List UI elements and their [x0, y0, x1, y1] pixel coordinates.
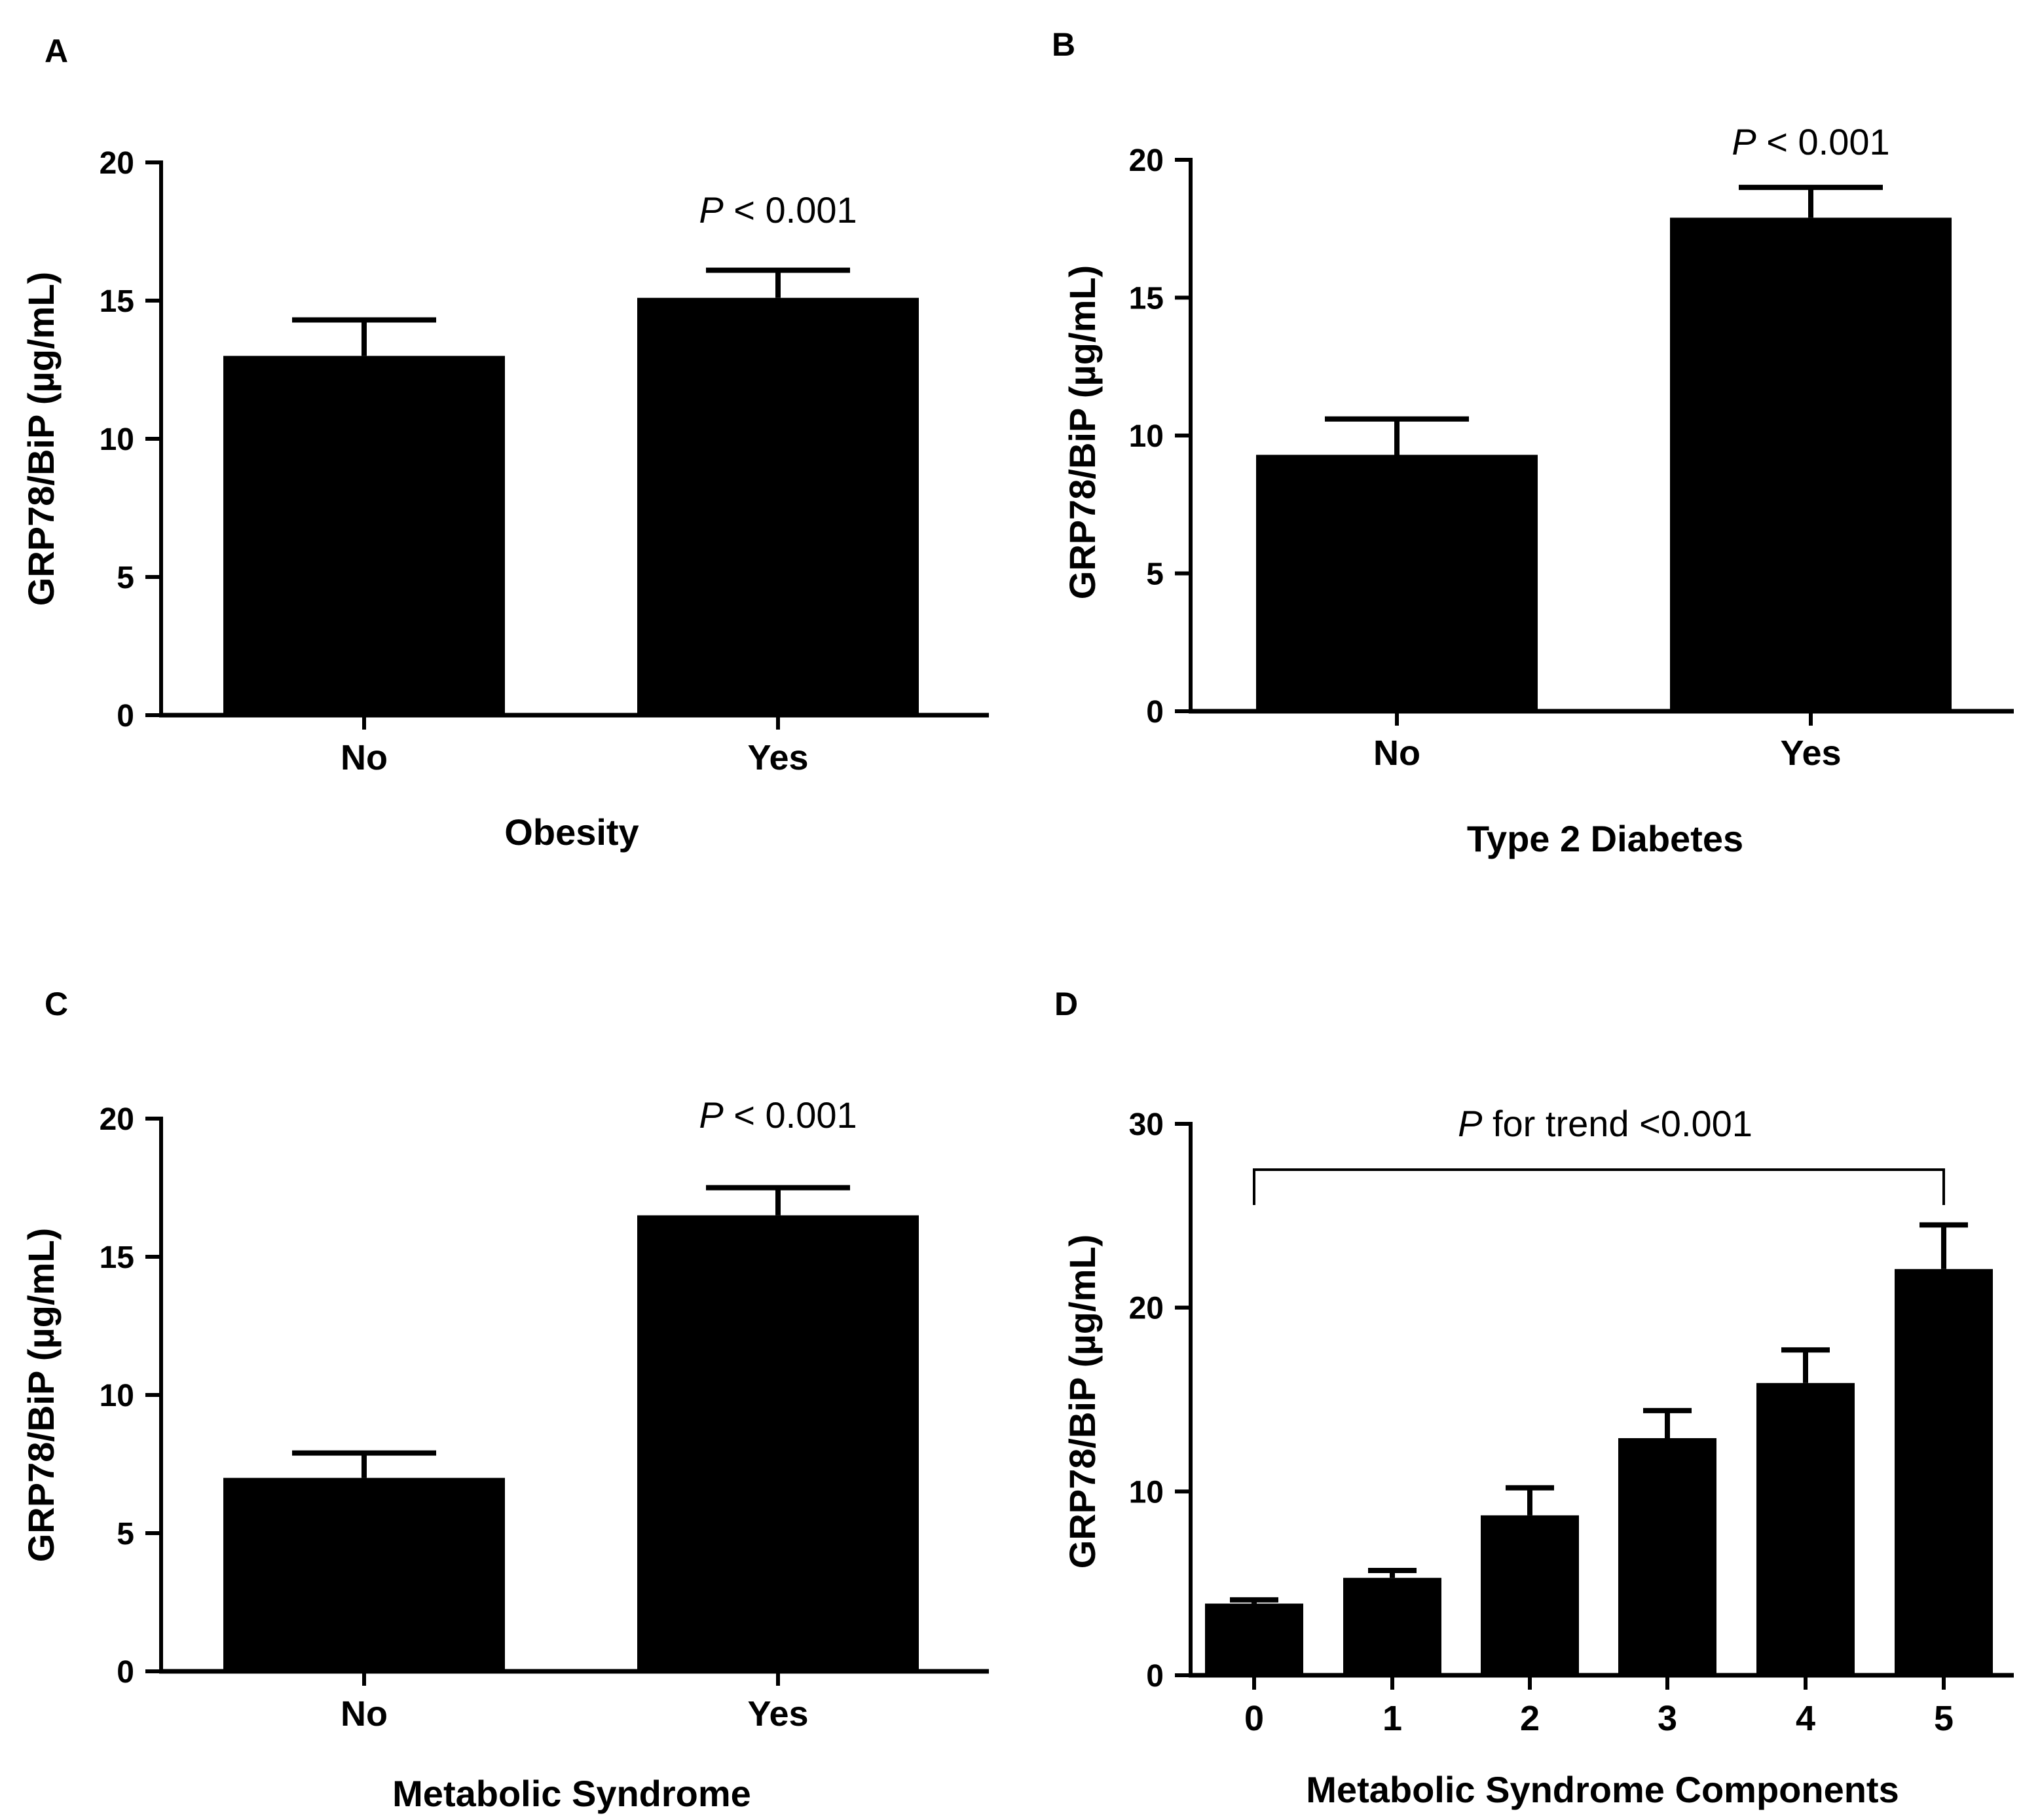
y-tick-label: 10: [1129, 1475, 1164, 1510]
x-tick-label: Yes: [747, 738, 808, 777]
p-value-text: < 0.001: [724, 1094, 857, 1136]
p-value-text: < 0.001: [1756, 121, 1890, 162]
bar: [1205, 1603, 1303, 1675]
p-value-annotation: P for trend <0.001: [1458, 1103, 1753, 1144]
y-tick-label: 15: [100, 1240, 134, 1275]
x-tick-label: No: [341, 738, 388, 777]
x-axis-title: Metabolic Syndrome Components: [1306, 1769, 1899, 1810]
p-value-annotation: P < 0.001: [1732, 121, 1889, 162]
y-tick-label: 30: [1129, 1107, 1164, 1142]
x-tick-label: 5: [1934, 1699, 1954, 1738]
bar: [1756, 1383, 1855, 1675]
bar: [637, 297, 919, 715]
p-value-text: for trend <0.001: [1482, 1103, 1753, 1144]
y-tick-label: 10: [1129, 419, 1164, 454]
y-tick-label: 20: [100, 146, 134, 181]
p-value-text: < 0.001: [724, 189, 857, 231]
y-axis-title: GRP78/BiP (µg/mL): [1062, 265, 1103, 599]
y-tick-label: 0: [1146, 695, 1164, 730]
y-tick-label: 5: [117, 561, 134, 595]
x-tick-label: Yes: [1780, 734, 1841, 773]
p-italic: P: [699, 1094, 723, 1136]
y-axis-title: GRP78/BiP (µg/mL): [20, 272, 62, 606]
y-tick-label: 5: [117, 1517, 134, 1551]
panel-b: B 0 5 10 15 20 No Yes Type 2 Diabetes GRP78/BiP (…: [1052, 26, 2014, 859]
panel-letter: A: [45, 33, 68, 69]
y-axis-title: GRP78/BiP (µg/mL): [20, 1228, 62, 1562]
y-tick-label: 0: [117, 1655, 134, 1690]
x-axis-title: Type 2 Diabetes: [1467, 818, 1743, 859]
bar: [1343, 1578, 1441, 1675]
x-tick-label: 0: [1244, 1699, 1264, 1738]
panel-letter: D: [1054, 986, 1078, 1022]
p-italic: P: [1732, 121, 1756, 162]
bar: [637, 1215, 919, 1671]
y-axis-title: GRP78/BiP (µg/mL): [1062, 1235, 1103, 1569]
x-axis-title: Obesity: [504, 811, 639, 853]
bar: [1481, 1515, 1579, 1675]
y-tick-label: 20: [1129, 143, 1164, 178]
bar: [223, 356, 505, 715]
bar: [1618, 1438, 1716, 1675]
panel-letter: C: [45, 986, 68, 1022]
bar: [223, 1477, 505, 1671]
x-tick-label: 3: [1658, 1699, 1677, 1738]
y-tick-label: 20: [100, 1102, 134, 1137]
p-italic: P: [1458, 1103, 1482, 1144]
y-tick-label: 5: [1146, 557, 1164, 592]
y-tick-label: 20: [1129, 1291, 1164, 1326]
trend-bracket: [1253, 1168, 1945, 1205]
p-value-annotation: P < 0.001: [699, 189, 857, 231]
panel-d: D 0 10 20 30 0 1 2 3 4 5 Metabolic Syndrome Compone…: [1054, 986, 2014, 1810]
y-tick-label: 15: [1129, 282, 1164, 316]
panel-letter: B: [1052, 26, 1075, 63]
x-tick-label: 1: [1382, 1699, 1402, 1738]
x-axis-title: Metabolic Syndrome: [392, 1773, 751, 1814]
y-tick-label: 15: [100, 284, 134, 319]
y-tick-label: 10: [100, 1379, 134, 1413]
p-value-annotation: P < 0.001: [699, 1094, 857, 1136]
panel-c: C 0 5 10 15 20 No Yes Metabolic Syndrome GRP78/Bi…: [20, 986, 989, 1814]
x-tick-label: Yes: [747, 1694, 808, 1734]
bar: [1670, 217, 1952, 711]
x-tick-label: No: [341, 1694, 388, 1734]
x-tick-label: No: [1373, 734, 1420, 773]
y-tick-label: 0: [1146, 1659, 1164, 1694]
x-tick-label: 4: [1796, 1699, 1815, 1738]
y-tick-label: 10: [100, 422, 134, 457]
x-tick-label: 2: [1520, 1699, 1540, 1738]
p-italic: P: [699, 189, 723, 231]
y-tick-label: 0: [117, 699, 134, 734]
panel-a: A 0 5 10 15 20 No Yes Obesity GRP78/BiP (µg/mL) P …: [20, 33, 989, 853]
bar: [1256, 455, 1538, 711]
bar: [1895, 1269, 1993, 1675]
